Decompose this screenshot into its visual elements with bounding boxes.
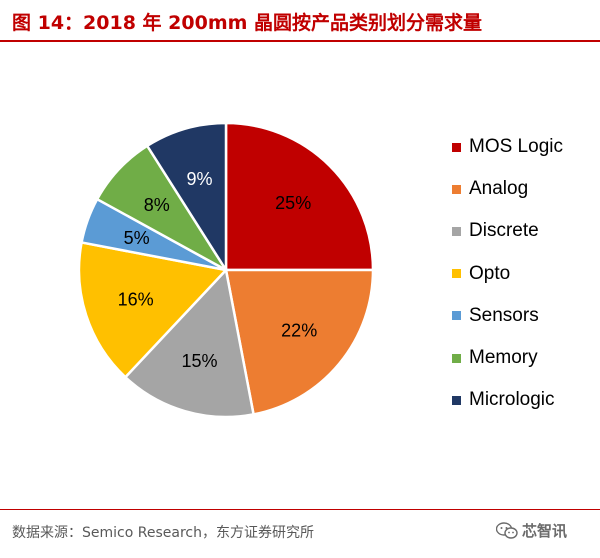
legend-swatch xyxy=(452,184,461,194)
legend-label: Memory xyxy=(469,347,538,369)
wechat-icon xyxy=(496,521,518,539)
legend-swatch xyxy=(452,226,461,236)
chart-legend: MOS Logic Analog Discrete Opto Sensors Memory… xyxy=(452,126,563,421)
pie-slice-opto xyxy=(77,241,228,379)
wechat-watermark: 芯智讯 xyxy=(496,520,567,541)
data-label-opto: 16% xyxy=(118,289,154,309)
legend-item-opto: Opto xyxy=(452,253,563,295)
pie-slice-discrete xyxy=(124,268,255,419)
legend-label: Analog xyxy=(469,178,529,200)
pie-slice-mos-logic xyxy=(224,121,375,272)
legend-swatch xyxy=(452,142,461,152)
figure-title: 图 14：2018 年 200mm 晶圆按产品类别划分需求量 xyxy=(12,12,483,34)
legend-swatch xyxy=(452,395,461,405)
legend-label: MOS Logic xyxy=(469,136,563,158)
data-label-memory: 8% xyxy=(144,195,170,215)
title-rule xyxy=(0,40,600,42)
watermark-text: 芯智讯 xyxy=(522,522,568,540)
legend-item-sensors: Sensors xyxy=(452,295,563,337)
data-label-micrologic: 9% xyxy=(186,169,212,189)
data-label-mos-logic: 25% xyxy=(275,193,311,213)
legend-item-memory: Memory xyxy=(452,337,563,379)
legend-swatch xyxy=(452,269,461,279)
legend-item-discrete: Discrete xyxy=(452,210,563,252)
pie-data-labels: 25% 22% 15% 16% 5% 8% 9% xyxy=(118,169,318,371)
source-rule xyxy=(0,509,600,510)
source-note: 数据来源：Semico Research，东方证券研究所 xyxy=(12,525,314,541)
data-label-discrete: 15% xyxy=(181,351,217,371)
data-label-analog: 22% xyxy=(281,321,317,341)
legend-swatch xyxy=(452,353,461,363)
legend-label: Opto xyxy=(469,262,511,284)
legend-label: Sensors xyxy=(469,304,539,326)
pie-slice-micrologic xyxy=(145,121,228,272)
pie-slice-analog xyxy=(224,268,375,416)
legend-item-analog: Analog xyxy=(452,168,563,210)
legend-label: Discrete xyxy=(469,220,539,242)
legend-swatch xyxy=(452,311,461,321)
legend-item-micrologic: Micrologic xyxy=(452,379,563,421)
legend-item-mos-logic: MOS Logic xyxy=(452,126,563,168)
pie-slices xyxy=(77,121,375,419)
data-label-sensors: 5% xyxy=(124,228,150,248)
legend-label: Micrologic xyxy=(469,389,555,411)
pie-chart: 25% 22% 15% 16% 5% 8% 9% xyxy=(77,121,375,419)
